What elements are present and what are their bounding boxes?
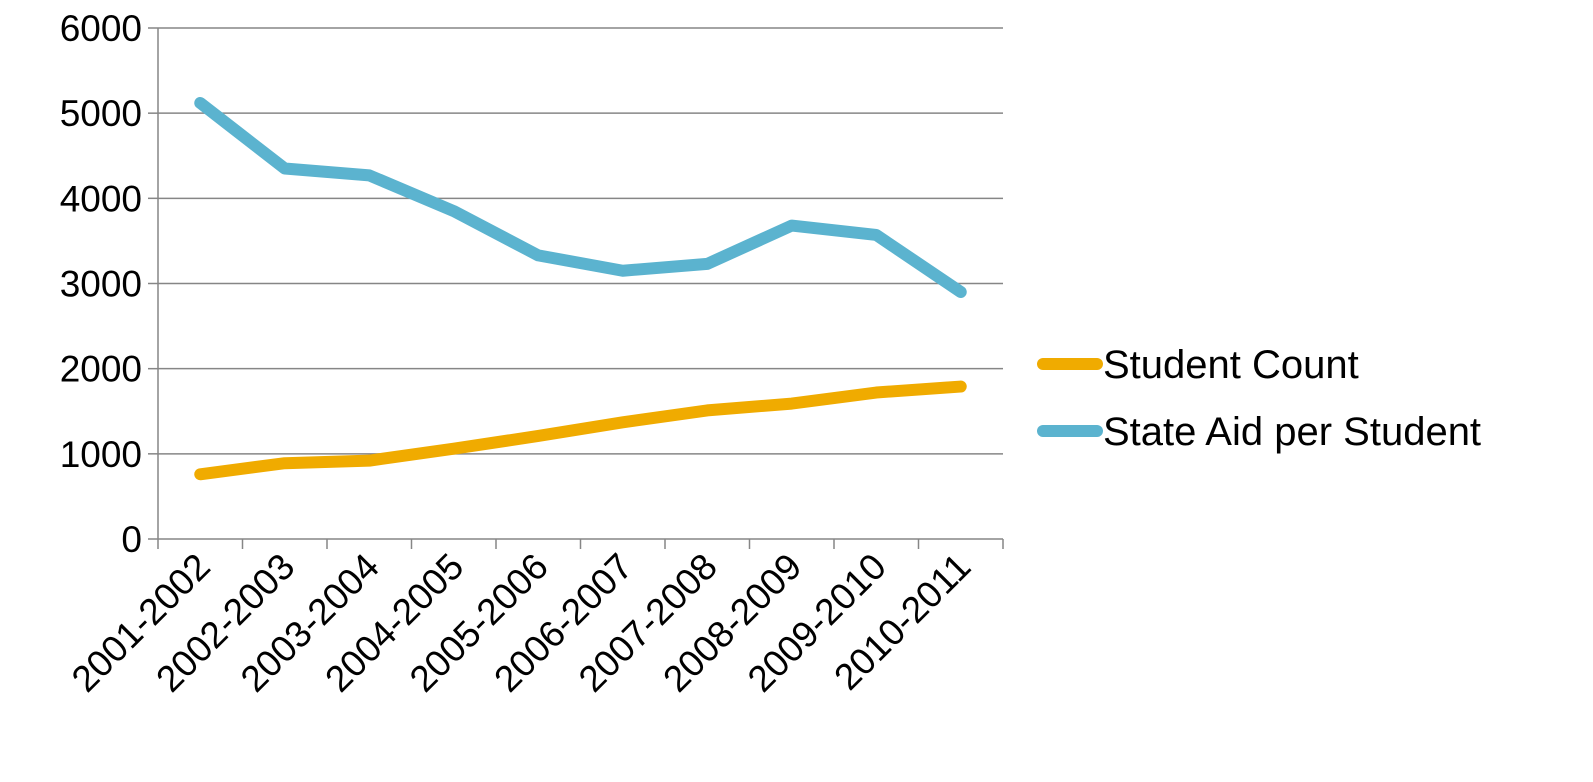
y-tick-label: 2000 (60, 349, 142, 390)
data-point (194, 97, 206, 109)
series-lines (194, 96, 967, 481)
gridlines (158, 27, 1003, 455)
y-tick-label: 6000 (60, 8, 142, 49)
y-tick-label: 0 (121, 519, 142, 560)
legend-label: Student Count (1103, 343, 1359, 387)
data-point (701, 258, 713, 270)
y-tick-label: 3000 (60, 264, 142, 305)
data-point (786, 398, 798, 410)
data-point (363, 455, 375, 467)
data-point (617, 416, 629, 428)
x-axis-labels: 2001-20022002-20032003-20042004-20052005… (64, 546, 979, 700)
data-point (448, 205, 460, 217)
y-tick-label: 4000 (60, 178, 142, 219)
data-point (279, 457, 291, 469)
data-point (701, 404, 713, 416)
data-point (532, 430, 544, 442)
legend: Student Count State Aid per Student (1037, 343, 1481, 454)
data-point (532, 249, 544, 261)
data-point (955, 286, 967, 298)
legend-label: State Aid per Student (1103, 410, 1481, 454)
data-point (194, 468, 206, 480)
y-tick-label: 1000 (60, 434, 142, 475)
y-tick-label: 5000 (60, 93, 142, 134)
data-point (617, 265, 629, 277)
data-point (363, 169, 375, 181)
data-point (870, 229, 882, 241)
data-point (786, 220, 798, 232)
data-point (279, 163, 291, 175)
data-point (955, 381, 967, 393)
series-line-2 (194, 96, 967, 299)
axes (148, 27, 1004, 549)
data-point (870, 387, 882, 399)
series-line-1 (194, 380, 967, 481)
data-point (448, 443, 460, 455)
y-axis-labels: 0 1000 2000 3000 4000 5000 6000 (60, 8, 142, 560)
